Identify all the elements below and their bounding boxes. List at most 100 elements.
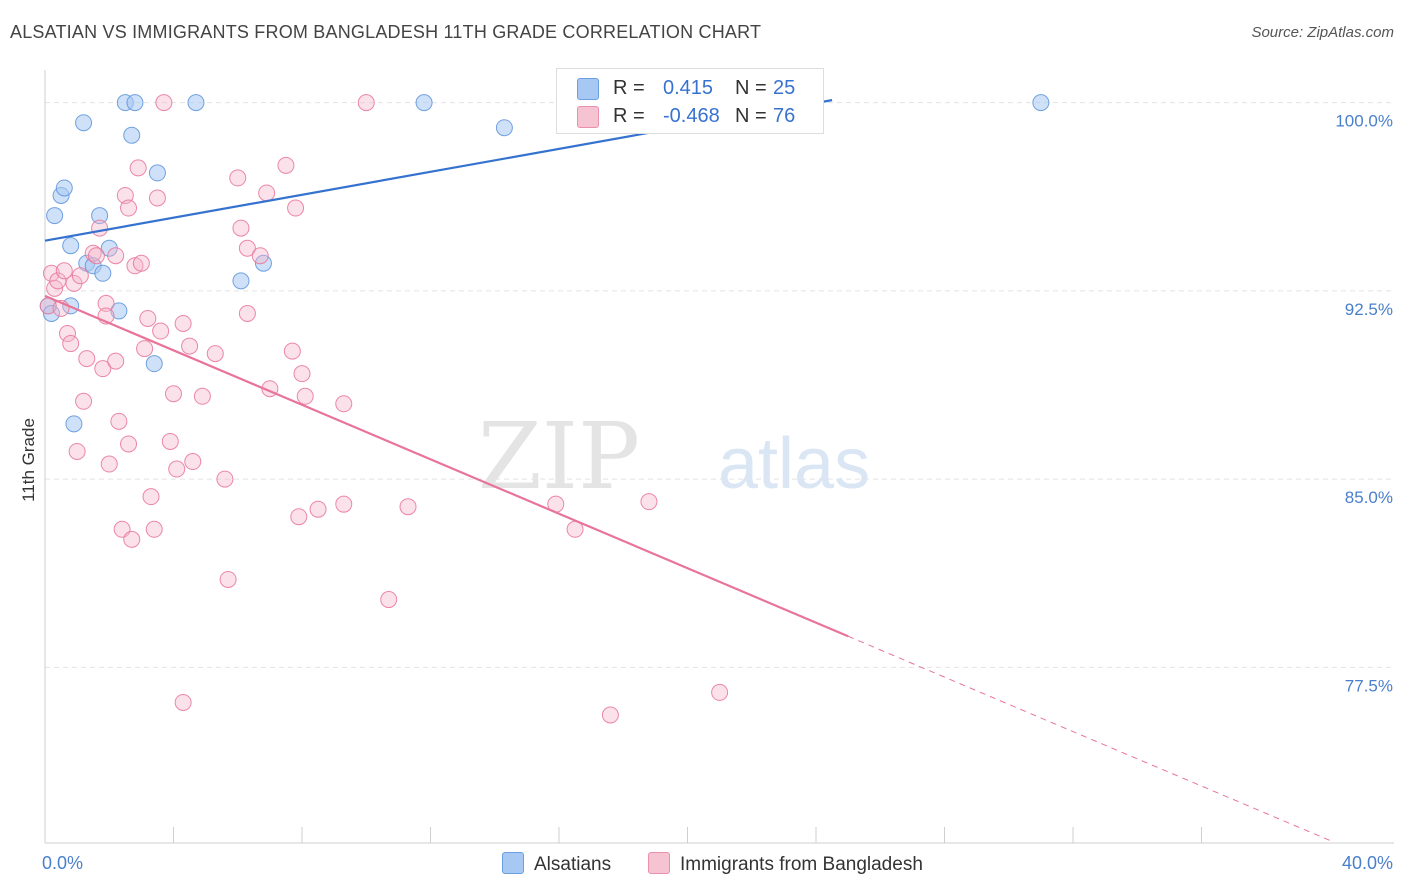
bangladesh-point [58,325,76,343]
y-tick-label: 92.5% [1345,300,1393,319]
bangladesh-point [165,385,182,403]
alsatians-point [110,302,128,320]
alsatians-point [46,207,64,225]
chart-title: ALSATIAN VS IMMIGRANTS FROM BANGLADESH 1… [10,22,762,42]
source-label: Source: ZipAtlas.com [1251,24,1394,41]
alsatians-point [232,272,250,290]
bangladesh-point [116,186,134,204]
bangladesh-point [251,247,269,265]
axis-layer: 100.0% 92.5% 85.0% 77.5% 0.0% 40.0% [42,70,1394,873]
watermark: ZIP atlas [478,403,870,510]
bangladesh-point [84,244,102,262]
bangladesh-point [78,350,96,368]
alsatians-point [94,264,112,282]
bangladesh-point [107,247,125,265]
y-tick-label: 85.0% [1345,488,1393,507]
alsatians-point [55,179,73,197]
bangladesh-point [136,340,154,358]
bangladesh-point [174,314,192,332]
legend-item-alsatians[interactable]: Alsatians [502,852,611,876]
bangladesh-point [296,387,314,405]
bangladesh-point [139,309,157,327]
alsatians-point [65,415,83,433]
bangladesh-point [71,267,89,285]
bangladesh-point [145,520,163,538]
bangladesh-point [55,262,73,280]
alsatians-point [75,114,93,132]
legend-swatch-alsatians [502,852,524,874]
bangladesh-point [184,453,202,471]
bangladesh-point [91,219,109,237]
bangladesh-point [181,337,199,355]
bangladesh-point [123,530,141,548]
n-label: N = [735,77,767,99]
bangladesh-point [148,189,166,207]
bangladesh-point [287,199,305,217]
bangladesh-point [258,184,276,202]
alsatians-point [187,94,205,112]
bangladesh-point [100,455,118,473]
bangladesh-point [62,335,80,353]
trend-layer [44,99,1331,841]
alsatians-point [1032,94,1050,112]
watermark-atlas: atlas [718,424,870,504]
legend-item-bangladesh[interactable]: Immigrants from Bangladesh [648,852,923,876]
legend-label-alsatians: Alsatians [534,854,612,875]
bangladesh-point [277,156,295,174]
bangladesh-point [380,591,398,609]
bangladesh-point [155,94,173,112]
bangladesh-point [219,570,237,588]
points-layer [39,94,1050,724]
bangladesh-point [229,169,247,187]
n-value: 76 [773,105,796,127]
alsatians-point [148,164,166,182]
stats-box: R = 0.415 N = 25 R = -0.468 N = 76 [556,68,824,134]
bangladesh-trend-line [44,294,849,638]
alsatians-point [415,94,433,112]
x-tick-label: 0.0% [42,853,83,873]
y-axis-label: 11th Grade [19,418,38,502]
bangladesh-point [357,94,375,112]
r-label: R = [613,105,645,127]
bangladesh-point [283,342,301,360]
bangladesh-point [94,360,112,378]
bangladesh-point [290,508,308,526]
bangladesh-point [75,392,93,410]
bangladesh-point [107,352,125,370]
bangladesh-point [161,432,179,450]
bangladesh-point [193,387,211,405]
bangladesh-point [97,294,115,312]
bangladesh-point [132,254,150,272]
bangladesh-point [174,693,192,711]
bangladesh-point [110,412,128,430]
bangladesh-point [232,219,250,237]
bangladesh-point [335,495,353,513]
bangladesh-point [168,460,186,478]
watermark-zip: ZIP [478,403,640,510]
swatch-alsatians [577,78,599,100]
swatch-bangladesh [577,106,599,128]
bangladesh-point [601,706,619,724]
bangladesh-point [142,488,160,506]
bangladesh-point [335,395,353,413]
n-label: N = [735,105,767,127]
bangladesh-point [216,470,234,488]
bangladesh-point [87,247,105,265]
alsatians-point [91,207,109,225]
bangladesh-point [152,322,170,340]
x-tick-label: 40.0% [1342,853,1393,873]
y-tick-label: 100.0% [1335,112,1393,131]
r-label: R = [613,77,645,99]
bangladesh-point [206,345,224,363]
bangladesh-point [309,500,327,518]
alsatians-point [123,126,141,144]
r-value: 0.415 [663,77,714,99]
bangladesh-point [238,304,256,322]
alsatians-point [495,119,513,137]
bangladesh-point [120,199,138,217]
alsatians-point [145,355,163,373]
alsatians-point [62,237,80,255]
alsatians-point [126,94,144,112]
bangladesh-point [129,159,147,177]
